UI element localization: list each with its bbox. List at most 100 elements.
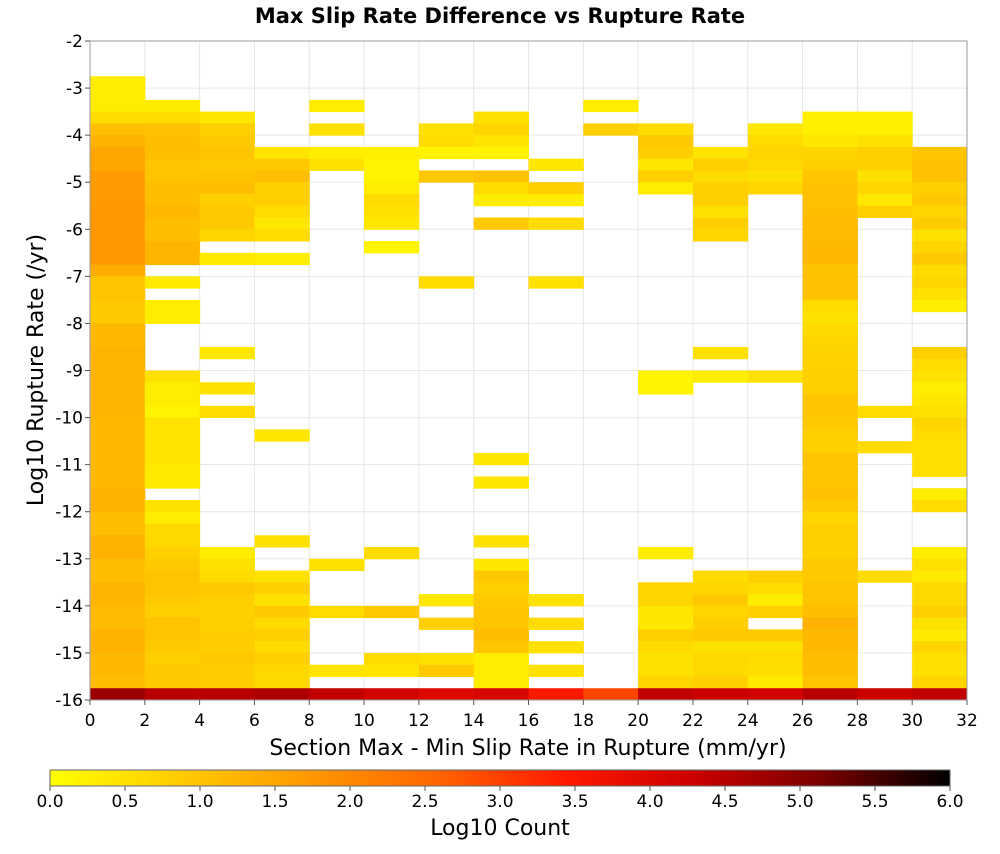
heatmap-cell (802, 311, 858, 324)
heatmap-cell (583, 99, 639, 113)
heatmap-cell (364, 217, 420, 230)
heatmap-cell (309, 558, 365, 572)
heatmap-cell (912, 182, 968, 195)
heatmap-cell (692, 605, 749, 619)
heatmap-cell (528, 664, 584, 677)
heatmap-cell (747, 582, 804, 595)
heatmap-cell (199, 205, 255, 230)
heatmap-cell (638, 135, 694, 148)
heatmap-cell (802, 182, 858, 207)
heatmap-cell (747, 570, 804, 583)
heatmap-cell (912, 605, 968, 619)
heatmap-cell (692, 688, 749, 701)
heatmap-cell (254, 535, 310, 548)
heatmap-cell (254, 217, 310, 230)
y-tick-label: -10 (55, 409, 83, 429)
heatmap-cell (747, 170, 804, 183)
heatmap-cell (692, 652, 749, 677)
heatmap-cell (254, 617, 310, 630)
heatmap-cell (90, 605, 146, 630)
heatmap-cell (199, 146, 255, 160)
x-tick-label: 24 (737, 711, 759, 731)
heatmap-cell (473, 594, 529, 607)
heatmap-cell (90, 688, 146, 701)
heatmap-cell (802, 264, 858, 277)
heatmap-cell (692, 641, 749, 654)
heatmap-cell (912, 241, 968, 254)
x-tick-label: 6 (249, 711, 260, 731)
heatmap-cell (90, 652, 146, 677)
y-tick-label: -2 (66, 32, 83, 52)
heatmap-cell (199, 170, 255, 183)
heatmap-cell (747, 688, 804, 701)
colorbar-tick-label: 1.0 (186, 792, 213, 812)
heatmap-cells (90, 76, 968, 701)
heatmap-cell (144, 417, 201, 466)
heatmap-cell (857, 182, 913, 195)
heatmap-cell (638, 605, 694, 630)
heatmap-cell (90, 170, 146, 207)
heatmap-cell (254, 652, 310, 666)
heatmap-cell (90, 582, 146, 607)
heatmap-cell (418, 688, 475, 701)
heatmap-cell (473, 605, 529, 630)
heatmap-cell (912, 158, 968, 183)
heatmap-cell (364, 241, 420, 254)
heatmap-cell (912, 499, 968, 513)
x-tick-label: 4 (194, 711, 205, 731)
heatmap-cell (747, 641, 804, 654)
heatmap-cell (857, 405, 913, 419)
heatmap-cell (912, 193, 968, 207)
heatmap-cell (638, 123, 694, 136)
heatmap-cell (528, 688, 584, 701)
heatmap-cell (912, 582, 968, 607)
heatmap-cell (747, 676, 804, 689)
heatmap-cell (912, 299, 968, 313)
chart-title: Max Slip Rate Difference vs Rupture Rate (255, 4, 745, 28)
heatmap-cell (473, 476, 529, 489)
heatmap-cell (199, 193, 255, 207)
heatmap-cell (912, 252, 968, 266)
heatmap-cell (144, 688, 201, 701)
x-tick-label: 0 (85, 711, 96, 731)
heatmap-cell (692, 346, 749, 360)
heatmap-cell (309, 123, 365, 136)
heatmap-cell (144, 123, 201, 136)
heatmap-cell (473, 582, 529, 595)
heatmap-cell (309, 605, 365, 619)
heatmap-cell (473, 123, 529, 136)
heatmap-cell (638, 688, 694, 701)
heatmap-cell (418, 135, 475, 148)
heatmap-cell (144, 652, 201, 666)
y-tick-label: -16 (55, 691, 83, 711)
heatmap-cell (473, 535, 529, 548)
heatmap-cell (144, 182, 201, 207)
heatmap-cell (144, 158, 201, 183)
heatmap-cell (912, 370, 968, 383)
heatmap-cell (802, 135, 858, 148)
heatmap-cell (364, 182, 420, 195)
heatmap-cell (90, 629, 146, 654)
heatmap-cell (912, 382, 968, 395)
heatmap-cell (144, 205, 201, 219)
y-tick-label: -7 (66, 267, 83, 287)
heatmap-cell (144, 617, 201, 642)
heatmap-cell (747, 652, 804, 666)
heatmap-cell (802, 688, 858, 701)
heatmap-cell (473, 641, 529, 654)
heatmap-cell (912, 146, 968, 160)
y-tick-label: -4 (66, 126, 83, 146)
heatmap-cell (90, 535, 146, 560)
heatmap-cell (473, 217, 529, 230)
heatmap-cell (747, 123, 804, 136)
x-tick-label: 30 (901, 711, 923, 731)
heatmap-cell (473, 193, 529, 207)
heatmap-cell (254, 629, 310, 642)
x-tick-label: 2 (139, 711, 150, 731)
heatmap-cell (473, 146, 529, 160)
heatmap-cell (528, 158, 584, 171)
colorbar-label: Log10 Count (430, 816, 570, 841)
heatmap-cell (473, 111, 529, 124)
heatmap-cell (144, 641, 201, 654)
